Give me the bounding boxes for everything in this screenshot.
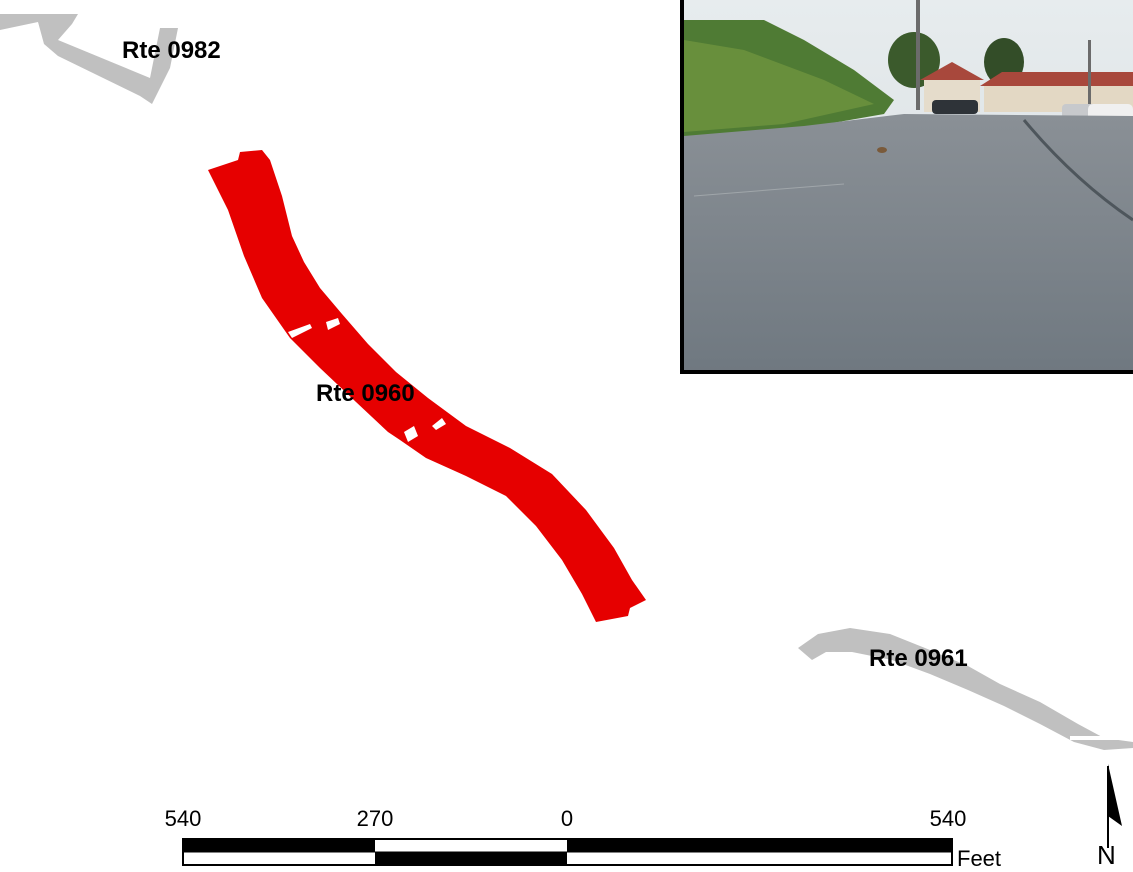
route-0960-notch — [326, 318, 340, 330]
route-label-0961: Rte 0961 — [869, 645, 968, 672]
parking-lot-photo — [684, 0, 1133, 370]
route-0982-shape — [0, 14, 178, 104]
route-0961-shape — [798, 628, 1133, 750]
route-0961-cutoff — [1070, 736, 1133, 740]
photo-inset — [680, 0, 1133, 374]
route-label-0982: Rte 0982 — [122, 37, 221, 64]
scale-tick-label: 270 — [356, 806, 394, 831]
route-0960-notch — [404, 426, 418, 442]
scale-tick-label: 540 — [164, 806, 202, 831]
north-arrow-letter: N — [1097, 840, 1116, 870]
scale-bar — [182, 838, 953, 866]
scale-units-label: Feet — [957, 846, 1002, 871]
north-arrow — [1107, 764, 1122, 848]
route-label-0960: Rte 0960 — [316, 380, 415, 407]
scale-tick-label: 540 — [929, 806, 967, 831]
route-0960-shape — [208, 150, 646, 622]
route-0960-notch — [288, 324, 312, 338]
scale-tick-label: 0 — [560, 806, 574, 831]
route-0960-notch — [432, 418, 446, 430]
